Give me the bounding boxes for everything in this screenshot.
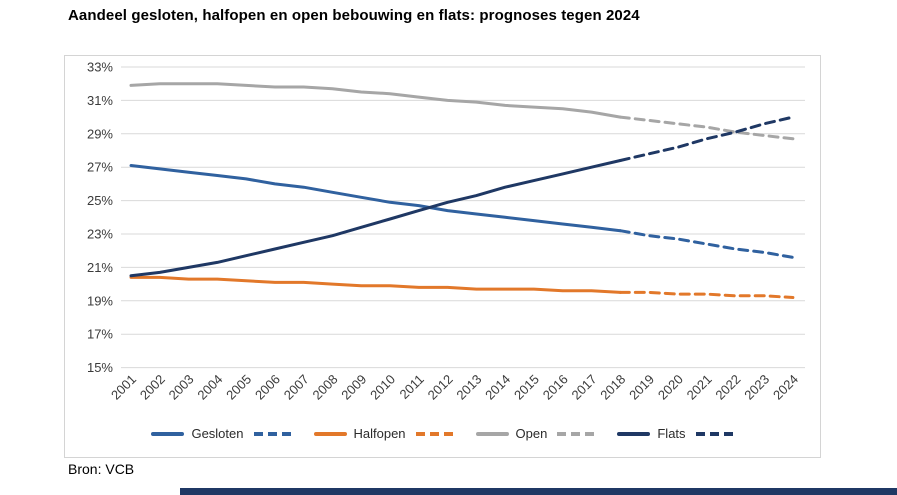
- series-forecast-halfopen: [618, 290, 795, 299]
- series-forecast-open: [618, 115, 795, 141]
- y-tick-label: 27%: [87, 160, 113, 175]
- legend-dashed-line: [415, 431, 454, 436]
- x-tick-label: 2020: [655, 372, 686, 403]
- series-forecast-flats: [618, 115, 795, 162]
- y-tick-label: 21%: [87, 260, 113, 275]
- x-tick-label: 2019: [626, 372, 657, 403]
- legend-item-flats: Flats: [617, 426, 734, 441]
- x-tick-label: 2006: [252, 372, 283, 403]
- source-caption: Bron: VCB: [68, 461, 135, 477]
- legend-solid-line: [151, 431, 185, 436]
- x-tick-label: 2001: [108, 372, 139, 403]
- legend-label: Flats: [657, 426, 686, 441]
- x-tick-label: 2003: [166, 372, 197, 403]
- y-tick-label: 23%: [87, 227, 113, 242]
- y-tick-label: 31%: [87, 93, 113, 108]
- x-tick-label: 2016: [540, 372, 571, 403]
- y-tick-label: 15%: [87, 360, 113, 375]
- legend-solid-line: [617, 431, 651, 436]
- x-tick-label: 2013: [453, 372, 484, 403]
- legend-dashed-line: [253, 431, 292, 436]
- legend-dashed-line: [695, 431, 734, 436]
- series-history-halfopen: [129, 275, 622, 294]
- x-tick-label: 2008: [310, 372, 341, 403]
- chart-container: 15% 17% 19% 21% 23% 25% 27% 29% 31% 33% 2001 2002 20…: [64, 55, 821, 458]
- legend-item-gesloten: Gesloten: [151, 426, 292, 441]
- x-tick-label: 2007: [281, 372, 312, 403]
- footer-bar: [180, 488, 897, 495]
- legend-solid-line: [313, 431, 347, 436]
- legend-dashed-line: [557, 431, 596, 436]
- x-tick-label: 2011: [397, 372, 427, 402]
- series-forecast-gesloten: [618, 229, 795, 259]
- legend-item-halfopen: Halfopen: [313, 426, 454, 441]
- x-tick-label: 2012: [425, 372, 456, 403]
- x-tick-label: 2002: [137, 372, 168, 403]
- x-tick-label: 2021: [684, 372, 715, 403]
- x-tick-label: 2017: [569, 372, 600, 403]
- legend-label: Open: [515, 426, 548, 441]
- series-history-open: [129, 82, 622, 119]
- line-chart: 15%17%19%21%23%25%27%29%31%33%2001200220…: [87, 60, 805, 403]
- legend-label: Gesloten: [191, 426, 244, 441]
- y-tick-label: 25%: [87, 193, 113, 208]
- x-tick-label: 2024: [770, 372, 801, 403]
- chart-title: Aandeel gesloten, halfopen en open bebou…: [68, 7, 640, 24]
- chart-legend: Gesloten Halfopen Open Flats: [65, 426, 820, 441]
- x-tick-label: 2015: [511, 372, 542, 403]
- legend-solid-line: [475, 431, 509, 436]
- x-tick-label: 2009: [338, 372, 369, 403]
- legend-label: Halfopen: [353, 426, 406, 441]
- series-history-flats: [129, 159, 622, 278]
- y-tick-label: 19%: [87, 293, 113, 308]
- x-tick-label: 2023: [741, 372, 772, 403]
- x-tick-label: 2022: [712, 372, 743, 403]
- y-tick-label: 29%: [87, 126, 113, 141]
- x-tick-label: 2018: [597, 372, 628, 403]
- y-tick-label: 33%: [87, 60, 113, 75]
- x-tick-label: 2014: [482, 372, 513, 403]
- series-history-gesloten: [129, 164, 622, 233]
- x-tick-label: 2004: [194, 372, 225, 403]
- y-tick-label: 17%: [87, 327, 113, 342]
- x-tick-label: 2005: [223, 372, 254, 403]
- x-tick-label: 2010: [367, 372, 398, 403]
- legend-item-open: Open: [475, 426, 596, 441]
